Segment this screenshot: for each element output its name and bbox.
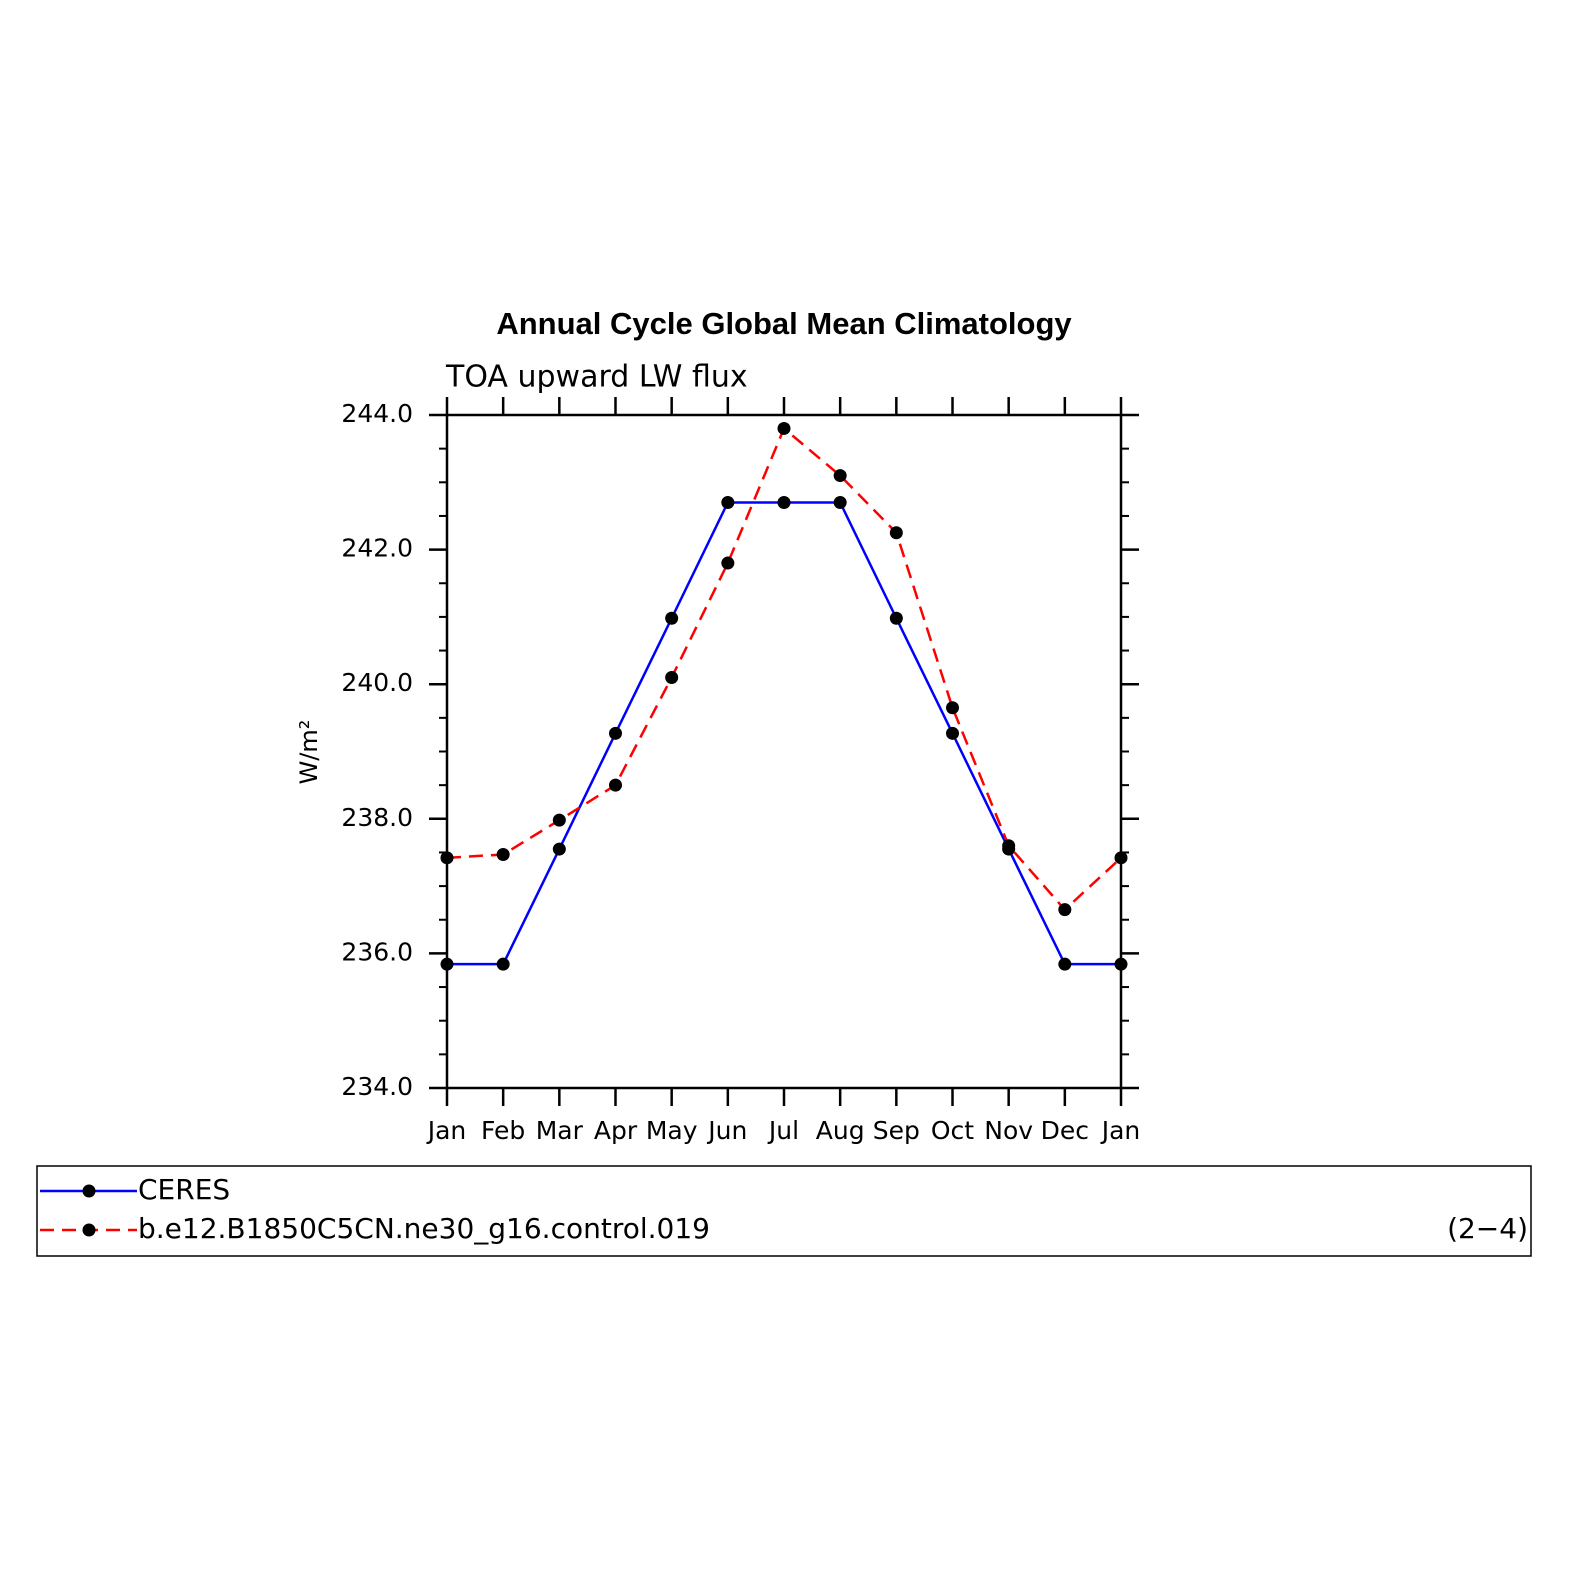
data-point [665,670,679,684]
plot-frame [445,413,1123,1090]
y-tick-label: 238.0 [341,803,413,832]
chart-subtitle: TOA upward LW flux [445,360,748,395]
x-tick-label: Nov [984,1116,1033,1145]
chart-title: Annual Cycle Global Mean Climatology [496,306,1072,341]
x-tick-label: Dec [1041,1116,1089,1145]
legend-marker [82,1184,96,1198]
data-point [946,701,959,715]
data-point [552,842,566,856]
y-tick-label: 236.0 [341,937,413,966]
x-tick-label: Aug [816,1116,865,1145]
data-point [665,611,679,625]
data-point [889,526,903,540]
data-point [1002,839,1016,853]
x-tick-label: Jul [767,1116,799,1145]
y-tick-label: 244.0 [341,399,413,428]
data-point [440,851,454,865]
x-tick-label: Apr [594,1116,638,1145]
data-point [777,495,791,509]
data-point [777,421,791,435]
data-point [609,726,622,740]
data-point [1058,903,1072,917]
data-point [440,957,454,971]
data-point [833,495,847,509]
data-point [889,611,903,625]
x-tick-label: Mar [536,1116,584,1145]
data-point [833,469,847,483]
data-point [1058,957,1072,971]
x-tick-label: May [646,1116,698,1145]
x-tick-label: Jan [1100,1116,1141,1145]
data-point [609,778,622,792]
annotation: (2−4) [1447,1212,1528,1245]
data-point [721,556,735,570]
legend-box [36,1165,1532,1257]
legend-label: b.e12.B1850C5CN.ne30_g16.control.019 [138,1212,710,1245]
y-tick-label: 242.0 [341,534,413,563]
legend-label: CERES [138,1173,230,1206]
y-axis-label: W/m² [295,720,323,785]
data-point [1114,851,1128,865]
data-point [946,726,959,740]
data-point [496,847,510,861]
x-tick-label: Oct [931,1116,974,1145]
x-tick-label: Sep [873,1116,920,1145]
x-tick-label: Jan [426,1116,467,1145]
y-tick-label: 240.0 [341,668,413,697]
y-tick-label: 234.0 [341,1072,413,1101]
legend-marker [82,1223,96,1237]
data-point [552,813,566,827]
data-point [1114,957,1128,971]
x-tick-label: Jun [706,1116,747,1145]
series-line [447,501,1121,966]
x-tick-label: Feb [481,1116,525,1145]
data-point [721,495,735,509]
data-point [496,957,510,971]
